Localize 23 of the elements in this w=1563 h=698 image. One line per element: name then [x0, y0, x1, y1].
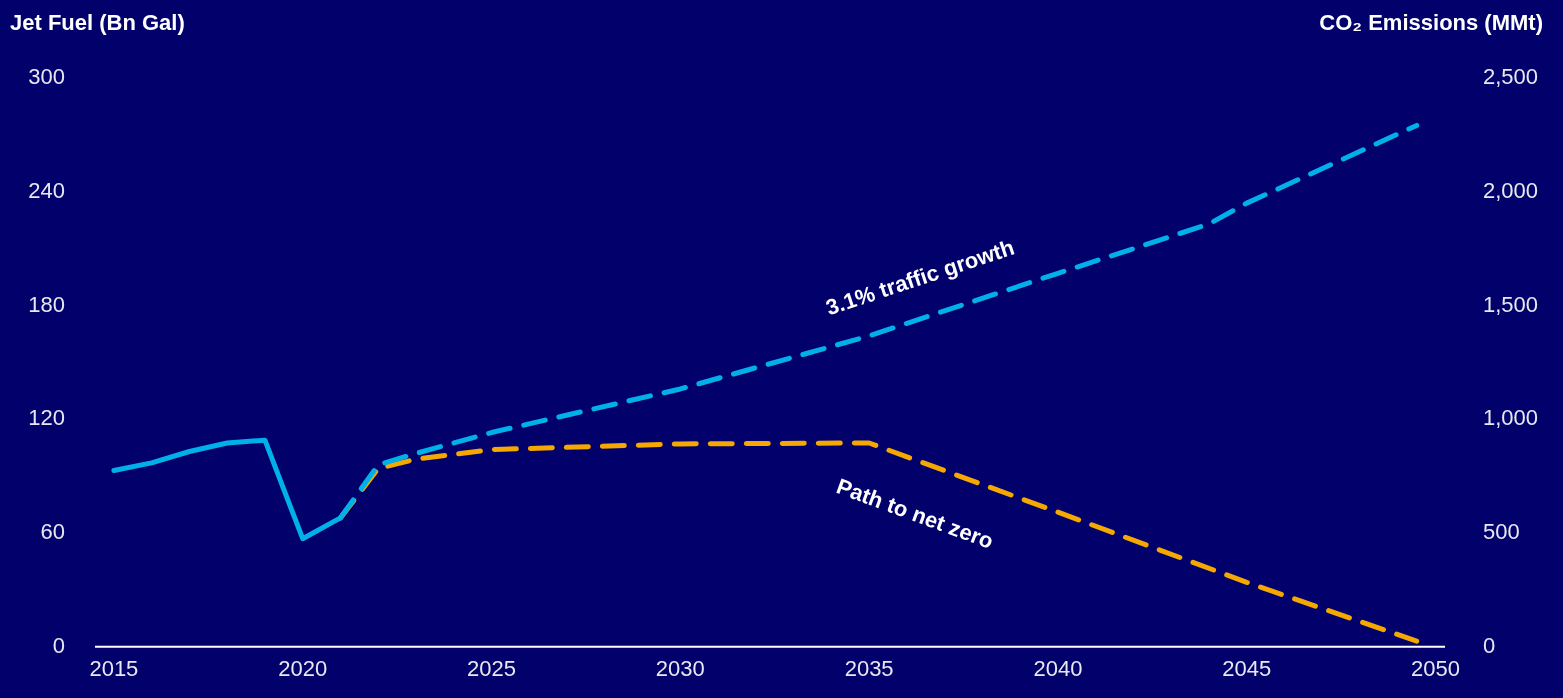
y-tick-label: 240	[28, 177, 65, 203]
y2-tick-label: 1,500	[1483, 291, 1539, 317]
x-tick-label: 2030	[655, 656, 705, 682]
x-tick-label: 2050	[1411, 656, 1461, 682]
y-axis-title: Jet Fuel (Bn Gal)	[10, 10, 185, 36]
x-tick-label: 2040	[1033, 656, 1083, 682]
text: Path to net zero	[833, 473, 997, 554]
y-tick-label: 0	[52, 632, 65, 658]
y-tick-label: 60	[40, 519, 65, 545]
y2-tick-label: 1,000	[1483, 405, 1539, 431]
x-tick-label: 2015	[89, 656, 139, 682]
y-tick-label: 120	[28, 405, 65, 431]
y2-tick-label: 500	[1483, 519, 1520, 545]
y-tick-label: 300	[28, 64, 65, 90]
y-tick-label: 180	[28, 291, 65, 317]
y2-tick-label: 2,000	[1483, 177, 1539, 203]
y2-axis-title: CO₂ Emissions (MMt)	[1319, 10, 1543, 36]
x-tick-label: 2025	[467, 656, 516, 682]
x-tick-label: 2045	[1222, 656, 1272, 682]
y2-tick-label: 2,500	[1483, 64, 1539, 90]
x-tick-label: 2020	[278, 656, 328, 682]
y2-tick-label: 0	[1483, 632, 1496, 658]
x-tick-label: 2035	[844, 656, 894, 682]
